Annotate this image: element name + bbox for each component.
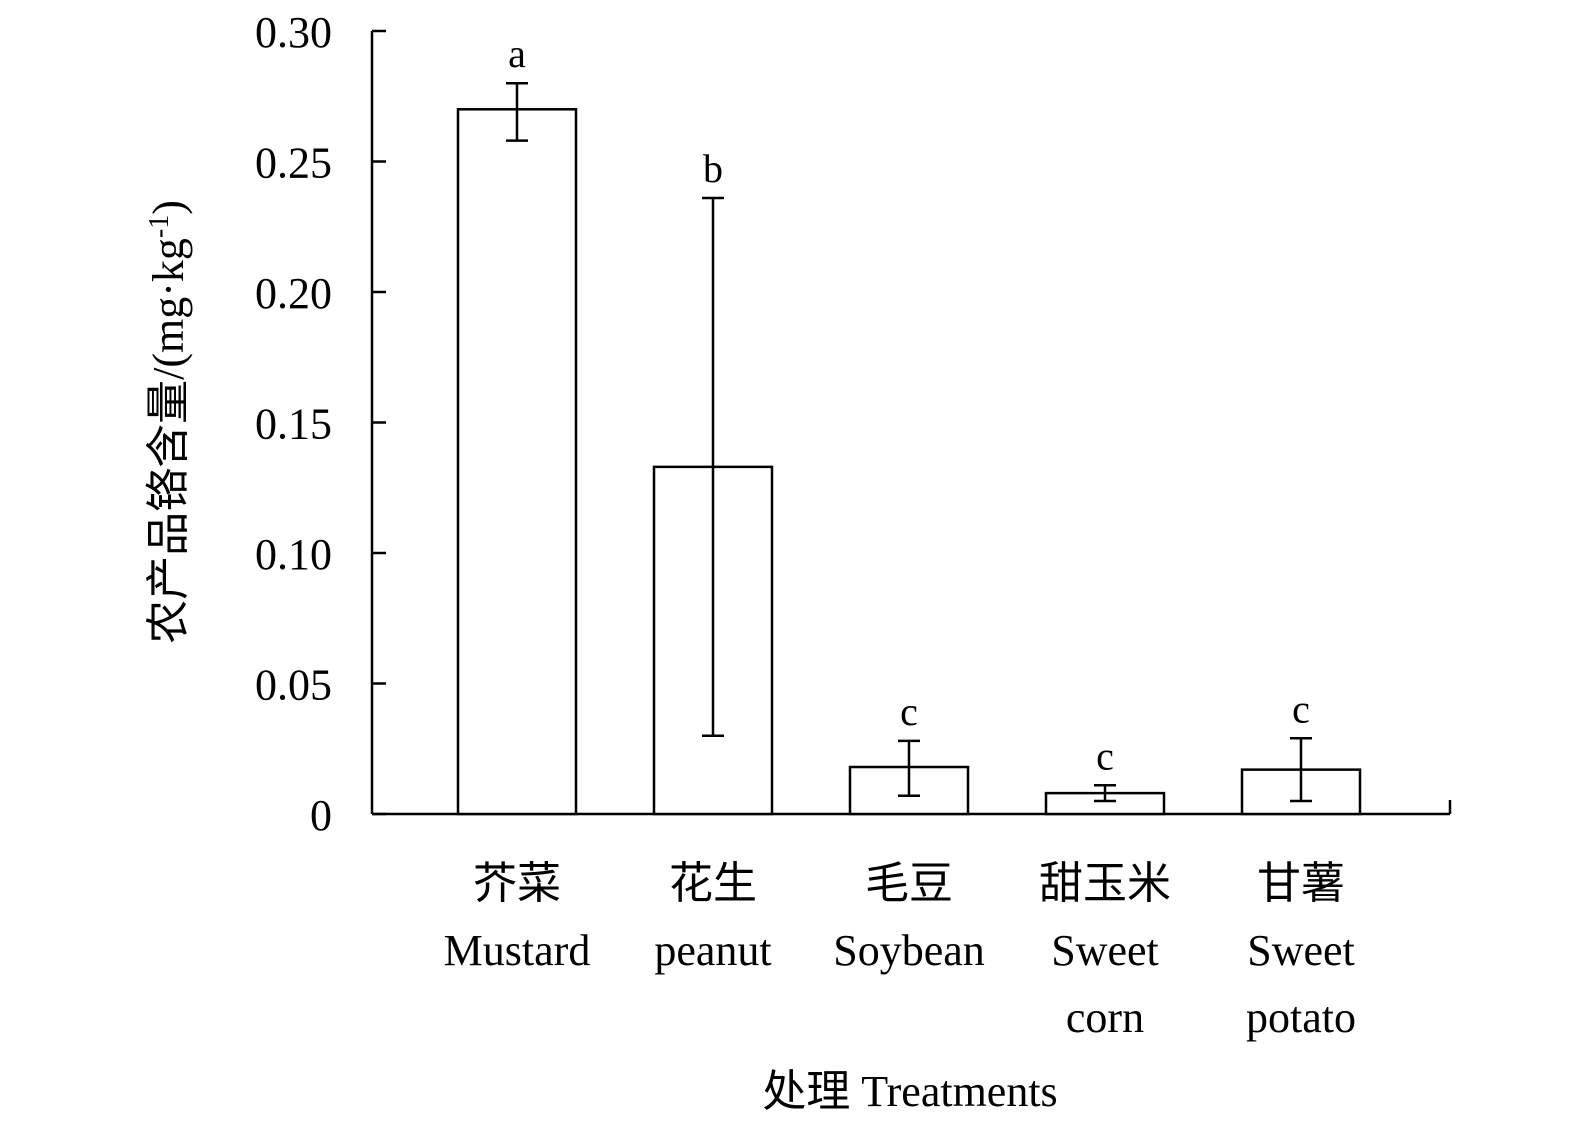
y-tick-label: 0.05	[255, 661, 332, 710]
significance-letter: b	[703, 146, 723, 191]
significance-letter: c	[1096, 733, 1114, 778]
category-label-en: Mustard	[444, 926, 591, 975]
y-axis-title-close: )	[144, 200, 193, 215]
category-label-zh: 甜玉米	[1039, 859, 1171, 908]
y-tick-label: 0.20	[255, 269, 332, 318]
y-tick-label: 0.25	[255, 139, 332, 188]
significance-letter: c	[900, 689, 918, 734]
significance-letter: a	[508, 31, 526, 76]
category-label-en: Sweet	[1247, 926, 1355, 975]
category-label-zh: 芥菜	[473, 859, 561, 908]
significance-letters: a b c c c	[508, 31, 1310, 778]
category-label-zh: 甘薯	[1257, 859, 1345, 908]
x-category-labels: 芥菜 Mustard 花生 peanut 毛豆 Soybean 甜玉米 Sweet corn 甘薯…	[444, 859, 1356, 1042]
y-axis-title-group: 农产品铬含量/(mg·kg-1)	[144, 200, 194, 644]
x-axis-title: 处理 Treatments	[762, 1067, 1057, 1116]
y-tick-label: 0.30	[255, 8, 332, 57]
category-label-en: Soybean	[833, 926, 985, 975]
y-tick-label: 0.15	[255, 400, 332, 449]
y-axis-title: 农产品铬含量/(mg·kg-1)	[144, 200, 194, 644]
y-tick-label: 0	[310, 791, 332, 840]
category-label-zh: 花生	[669, 859, 757, 908]
significance-letter: c	[1292, 686, 1310, 731]
category-label-en: Sweet	[1051, 926, 1159, 975]
bar	[456, 108, 578, 816]
y-axis-title-main: 农产品铬含量/(mg·kg	[144, 238, 193, 644]
y-tick-label: 0.10	[255, 530, 332, 579]
category-label-en: potato	[1246, 993, 1356, 1042]
category-label-zh: 毛豆	[865, 859, 953, 908]
error-bars	[506, 81, 1312, 803]
category-label-en: peanut	[654, 926, 771, 975]
category-label-en: corn	[1066, 993, 1144, 1042]
y-axis-title-superscript: -1	[144, 215, 175, 238]
y-ticks: 0 0.05 0.10 0.15 0.20 0.25 0.30	[255, 8, 386, 840]
